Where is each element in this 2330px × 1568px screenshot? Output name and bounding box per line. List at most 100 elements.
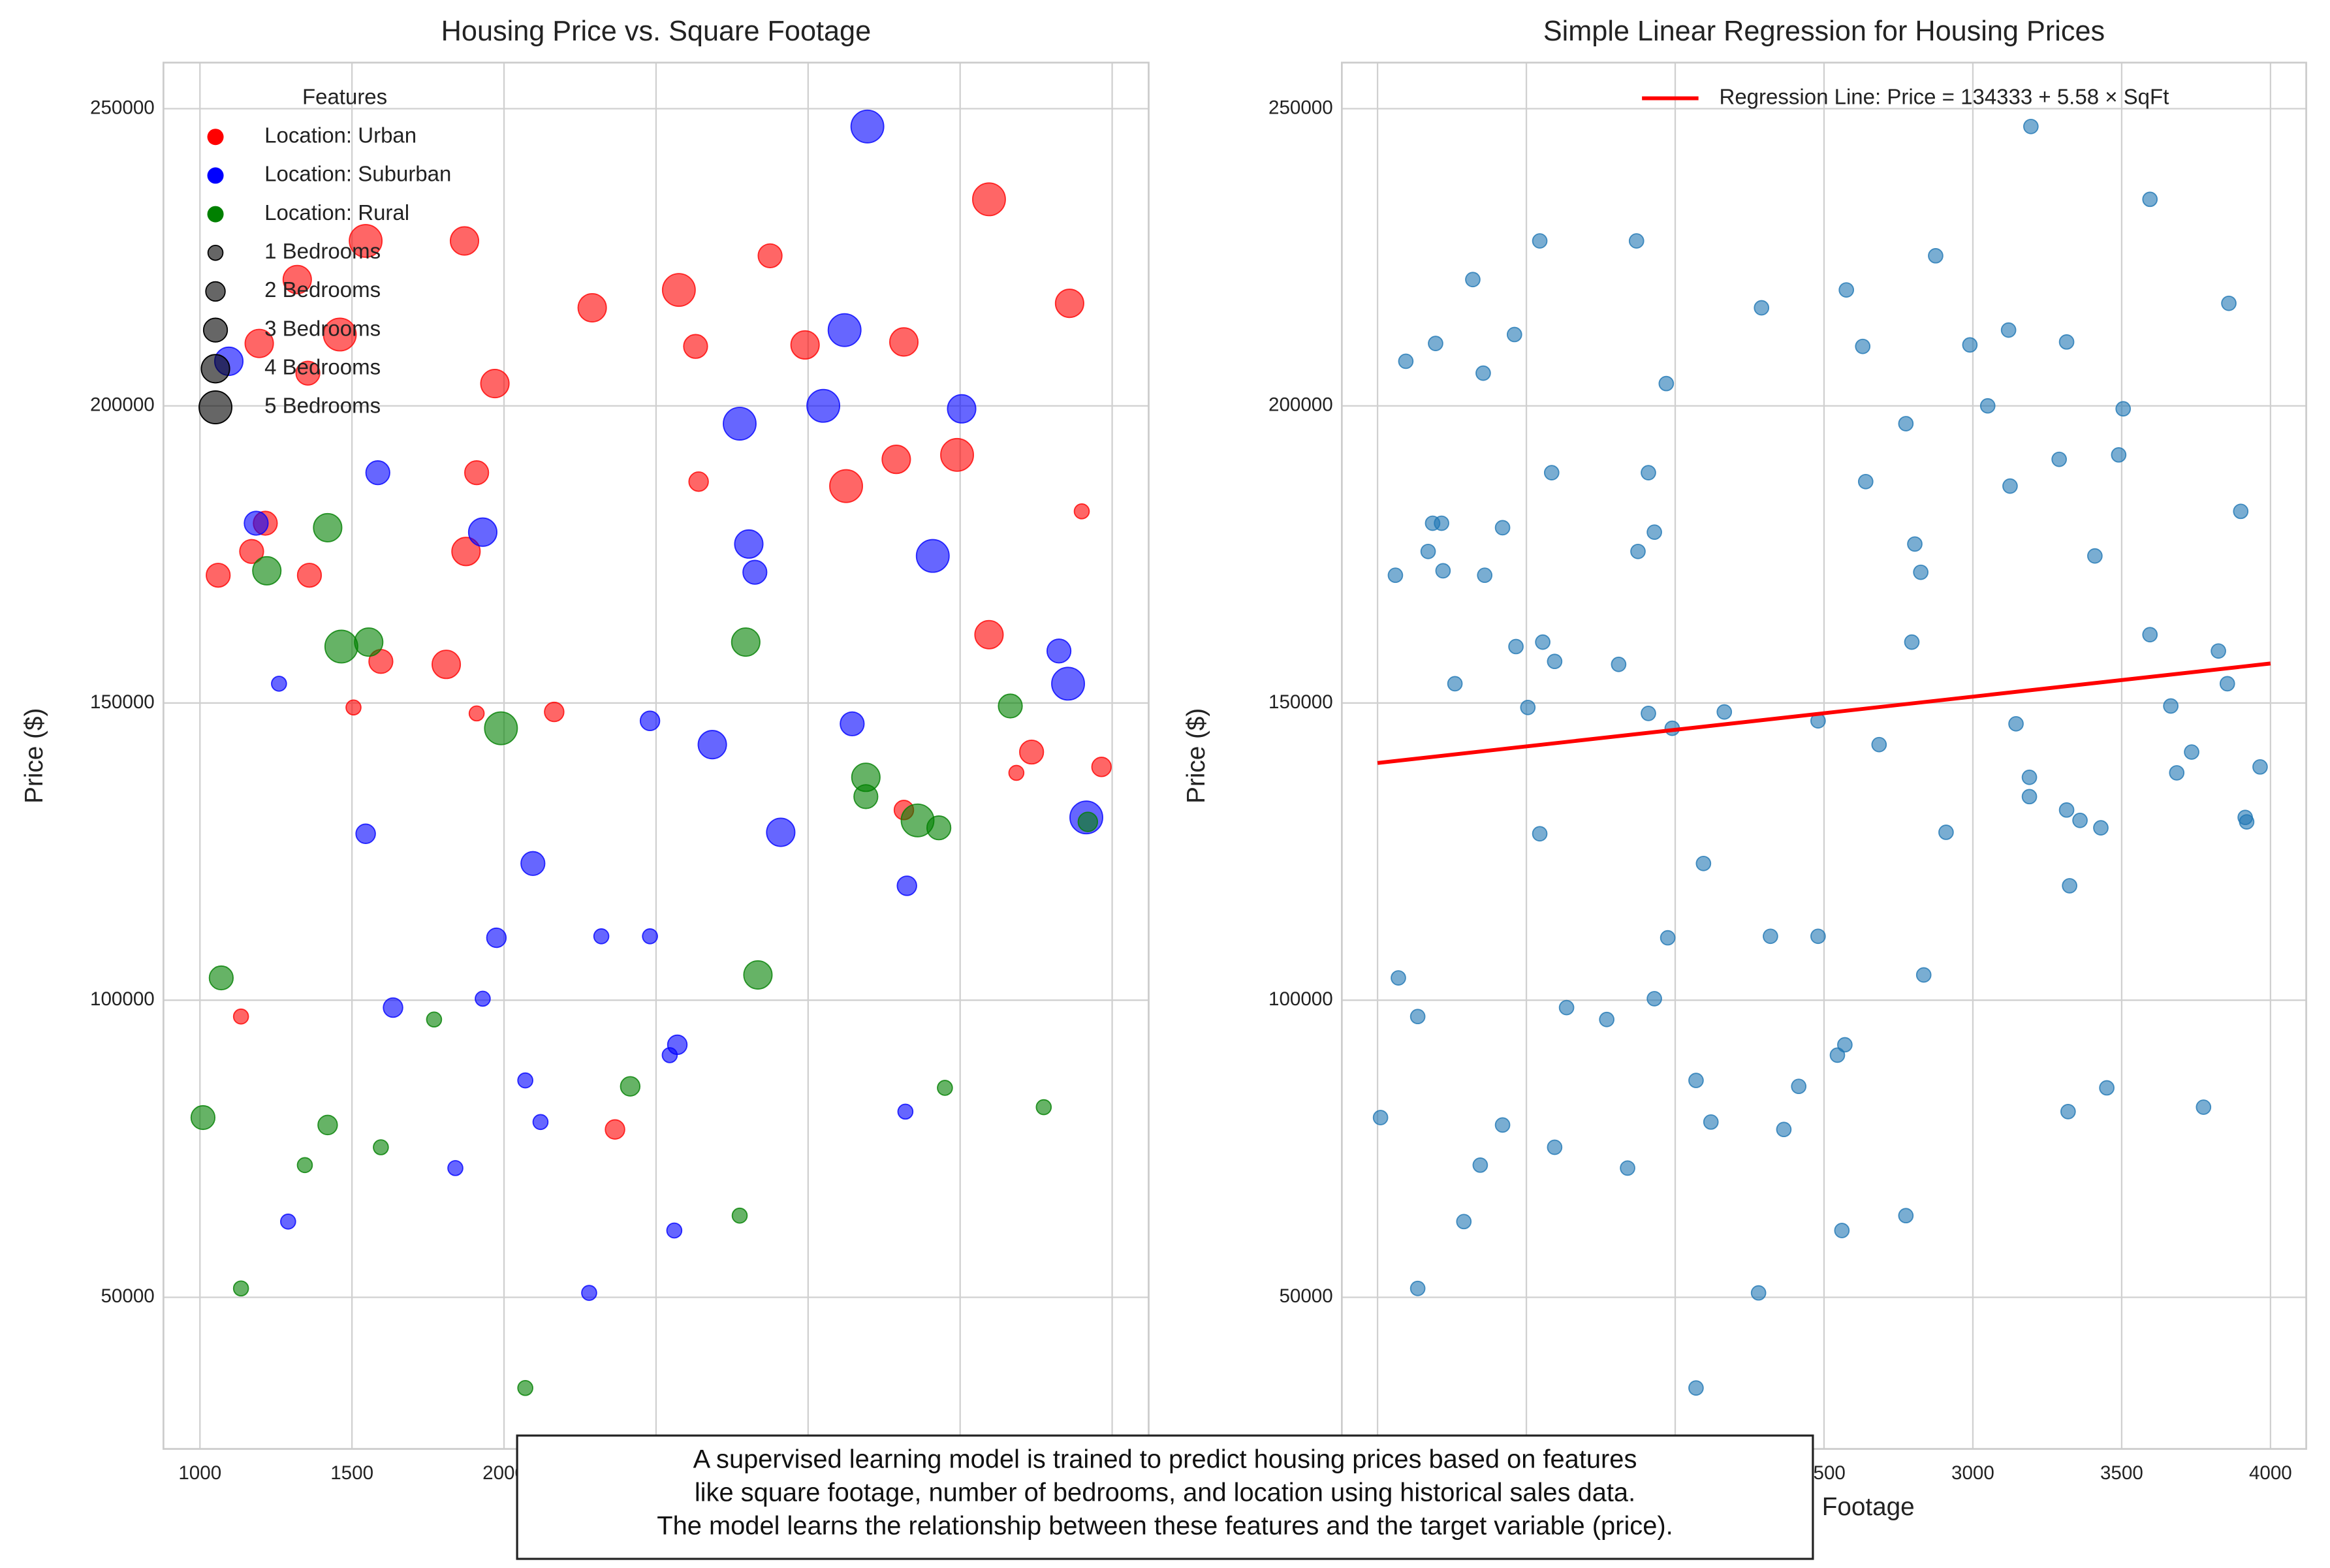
data-point — [915, 539, 950, 573]
data-point — [296, 563, 323, 588]
data-point — [897, 1103, 914, 1120]
data-point — [1532, 233, 1548, 249]
data-point — [1938, 824, 1954, 840]
data-point — [1532, 826, 1548, 842]
data-point — [1391, 970, 1406, 986]
data-point — [1494, 1117, 1511, 1133]
data-point — [1420, 543, 1436, 559]
data-point — [1372, 1110, 1389, 1125]
data-point — [1834, 1223, 1850, 1238]
legend-label: Location: Rural — [264, 200, 409, 225]
data-point — [2099, 1080, 2115, 1096]
y-tick-label: 250000 — [90, 97, 155, 118]
legend-size-marker — [205, 281, 226, 302]
plot-frame — [1340, 61, 2307, 1450]
chart-title: Simple Linear Regression for Housing Pri… — [1543, 16, 2105, 47]
annotation-text: The model learns the relationship betwee… — [657, 1512, 1673, 1541]
data-point — [1398, 353, 1414, 369]
x-tick-label: 1000 — [178, 1462, 221, 1484]
legend-marker — [207, 167, 224, 184]
y-tick-label: 100000 — [1268, 988, 1333, 1010]
data-point — [2002, 478, 2018, 494]
data-point — [2169, 765, 2185, 781]
legend-label: Regression Line: Price = 134333 + 5.58 ×… — [1720, 84, 2169, 108]
x-tick-label: 3000 — [1951, 1462, 1994, 1484]
annotation: A supervised learning model is trained t… — [516, 1434, 1814, 1560]
data-point — [1599, 1011, 1614, 1027]
data-point — [349, 224, 383, 259]
legend-label: Location: Urban — [264, 123, 417, 147]
data-point — [850, 109, 885, 144]
data-point — [896, 875, 917, 896]
chart-title: Housing Price vs. Square Footage — [441, 16, 871, 47]
data-point — [323, 317, 357, 352]
data-point — [2021, 769, 2038, 785]
data-point — [827, 313, 862, 347]
data-point — [468, 705, 485, 722]
data-point — [2072, 812, 2088, 828]
data-point — [354, 627, 384, 657]
data-point — [731, 627, 761, 657]
y-axis-label: Price ($) — [20, 708, 48, 804]
data-point — [1829, 1047, 1846, 1063]
data-point — [208, 965, 234, 991]
data-point — [667, 1034, 688, 1056]
data-point — [1716, 704, 1733, 720]
data-point — [2111, 447, 2127, 463]
data-point — [1019, 739, 1045, 765]
data-point — [2221, 295, 2237, 311]
data-point — [1962, 337, 1978, 353]
data-point — [282, 264, 312, 294]
data-point — [232, 1280, 249, 1297]
data-point — [581, 1285, 597, 1301]
x-tick-label: 3500 — [2100, 1462, 2143, 1484]
y-tick-label: 50000 — [1279, 1285, 1332, 1307]
data-point — [486, 927, 507, 949]
data-point — [2252, 759, 2268, 775]
data-point — [317, 1114, 338, 1136]
data-point — [853, 784, 879, 809]
data-point — [467, 517, 497, 547]
data-point — [1855, 338, 1871, 354]
y-tick-label: 200000 — [90, 394, 155, 416]
data-point — [1750, 1285, 1767, 1301]
data-point — [1660, 930, 1676, 946]
data-point — [1475, 365, 1491, 381]
data-point — [365, 460, 390, 486]
data-point — [2115, 401, 2132, 417]
data-point — [743, 960, 773, 990]
data-point — [697, 730, 727, 760]
data-point — [1494, 520, 1511, 536]
data-point — [723, 407, 757, 441]
data-point — [447, 1160, 464, 1176]
data-point — [1387, 567, 1404, 584]
data-point — [947, 394, 977, 424]
data-point — [1641, 706, 1656, 721]
data-point — [239, 539, 264, 564]
data-point — [451, 537, 481, 567]
data-point — [544, 701, 565, 723]
data-point — [2142, 191, 2158, 208]
data-point — [1646, 991, 1662, 1007]
data-point — [661, 273, 696, 307]
data-point — [1506, 326, 1522, 343]
data-point — [1035, 1099, 1052, 1116]
data-point — [2062, 878, 2077, 894]
data-point — [1073, 503, 1090, 520]
subplot: 5000010000015000020000025000010001500200… — [1182, 16, 2307, 1521]
data-point — [517, 1072, 533, 1089]
data-point — [757, 243, 783, 268]
data-point — [1447, 676, 1463, 692]
data-point — [296, 1157, 313, 1174]
legend-label: 3 Bedrooms — [264, 316, 381, 340]
data-point — [1904, 634, 1920, 650]
legend-marker — [207, 129, 224, 146]
data-point — [1810, 928, 1826, 945]
data-point — [1913, 564, 1929, 580]
annotation-text: A supervised learning model is trained t… — [693, 1445, 1637, 1473]
data-point — [2239, 814, 2255, 830]
data-point — [742, 559, 768, 585]
data-point — [974, 619, 1004, 650]
